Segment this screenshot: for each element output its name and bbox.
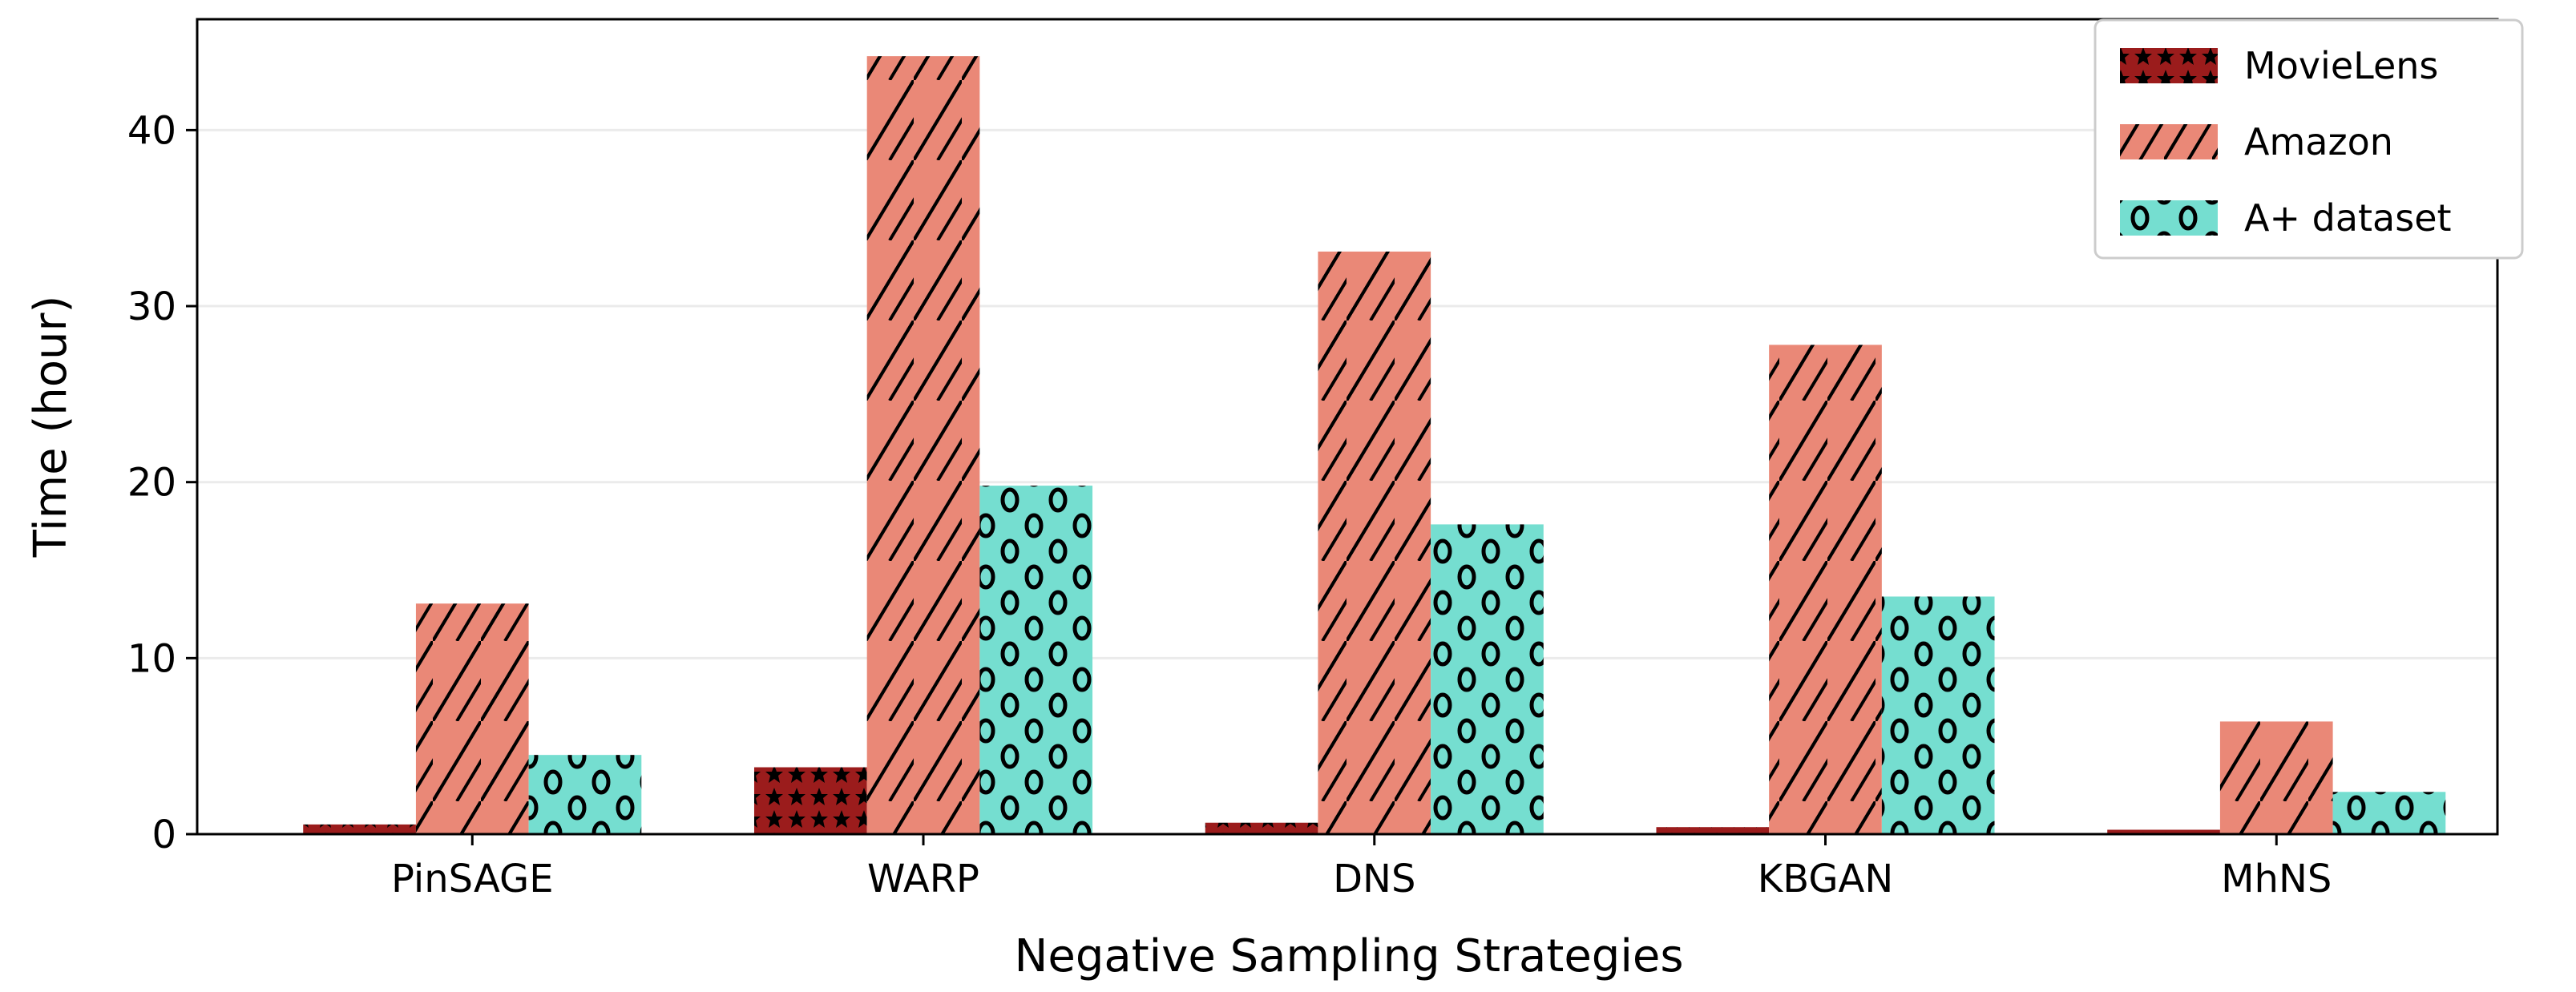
- bar-amazon-mhns: [2219, 721, 2333, 834]
- legend-label: A+ dataset: [2244, 196, 2452, 240]
- bar-movielens-pinsage: [303, 824, 416, 834]
- y-tick-label: 10: [127, 636, 176, 681]
- bar-a-dataset-pinsage: [528, 755, 642, 834]
- x-tick-label: WARP: [867, 857, 979, 901]
- bar-movielens-kbgan: [1656, 827, 1770, 834]
- y-axis-label: Time (hour): [25, 296, 77, 559]
- x-tick-label: MhNS: [2221, 857, 2332, 901]
- legend-swatch-2: [2120, 200, 2218, 236]
- bar-movielens-dns: [1205, 822, 1318, 834]
- plot-frame: [196, 18, 2499, 836]
- bar-a-dataset-mhns: [2332, 792, 2446, 834]
- legend: MovieLens Amazon A+ dataset: [2094, 18, 2524, 260]
- bar-amazon-dns: [1318, 251, 1431, 834]
- x-tick-label: PinSAGE: [391, 857, 554, 901]
- legend-label: Amazon: [2244, 120, 2393, 163]
- bar-a-dataset-dns: [1431, 524, 1544, 834]
- bar-amazon-pinsage: [415, 603, 529, 834]
- x-axis-label: Negative Sampling Strategies: [1014, 930, 1683, 982]
- legend-swatch-0: [2120, 48, 2218, 83]
- bar-amazon-kbgan: [1769, 345, 1882, 834]
- x-tick-label: KBGAN: [1758, 857, 1894, 901]
- bar-a-dataset-warp: [979, 486, 1093, 834]
- y-tick-label: 30: [127, 284, 176, 329]
- legend-label: MovieLens: [2244, 44, 2438, 87]
- legend-swatch-1: [2120, 124, 2218, 159]
- bar-movielens-warp: [753, 767, 867, 834]
- bar-a-dataset-kbgan: [1881, 596, 1995, 834]
- bar-amazon-warp: [866, 56, 980, 834]
- bar-movielens-mhns: [2107, 829, 2220, 834]
- y-tick-label: 20: [127, 461, 176, 506]
- y-tick-label: 40: [127, 108, 176, 153]
- x-tick-label: DNS: [1333, 857, 1415, 901]
- y-tick-label: 0: [151, 813, 176, 857]
